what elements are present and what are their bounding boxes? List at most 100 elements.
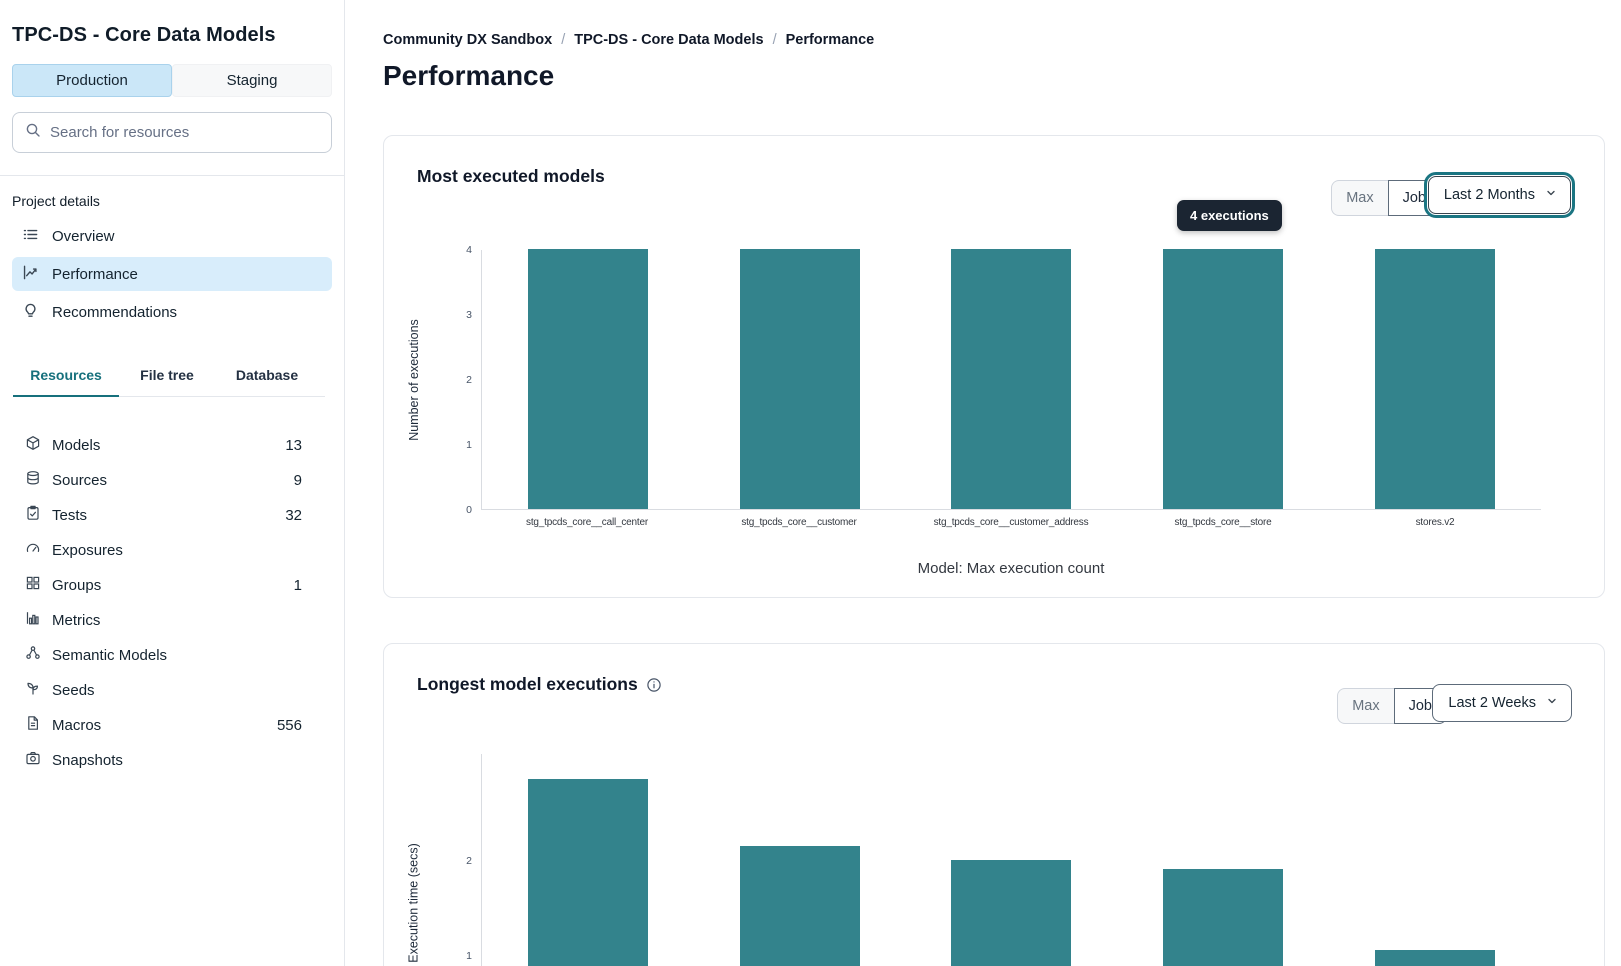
max-button-label: Max <box>1352 698 1380 714</box>
y-axis-tick: 1 <box>466 439 472 451</box>
tab-resources[interactable]: Resources <box>13 367 119 397</box>
y-axis-ticks: 0 1 2 3 4 <box>384 244 472 516</box>
max-button-label: Max <box>1346 190 1374 206</box>
breadcrumb-account[interactable]: Community DX Sandbox <box>383 32 553 48</box>
tab-staging-label: Staging <box>226 72 278 89</box>
line-chart-icon <box>22 264 39 285</box>
y-axis-tick: 4 <box>466 244 472 256</box>
resource-item-tests[interactable]: Tests 32 <box>25 498 302 533</box>
lightbulb-icon <box>22 302 39 323</box>
bar[interactable] <box>739 846 860 966</box>
bar[interactable] <box>739 249 860 509</box>
resource-label: Semantic Models <box>52 647 168 664</box>
page-title: Performance <box>383 60 555 91</box>
network-icon <box>25 645 41 666</box>
breadcrumb-current: Performance <box>785 32 875 48</box>
sidebar-item-label: Performance <box>52 265 138 283</box>
chart-plot-area <box>481 754 1541 966</box>
bar[interactable] <box>527 249 648 509</box>
resource-label: Metrics <box>52 612 101 629</box>
chart-plot-area <box>481 249 1541 510</box>
date-range-dropdown[interactable]: Last 2 Weeks <box>1432 684 1572 722</box>
resource-item-sources[interactable]: Sources 9 <box>25 463 302 498</box>
resource-item-groups[interactable]: Groups 1 <box>25 568 302 603</box>
tab-database[interactable]: Database <box>215 367 319 396</box>
bar-slot <box>482 754 694 966</box>
bar-slot <box>906 249 1118 509</box>
y-axis-tick: 1 <box>466 950 472 962</box>
sidebar-divider <box>0 175 344 176</box>
sidebar-item-overview[interactable]: Overview <box>12 219 332 253</box>
breadcrumb-project[interactable]: TPC-DS - Core Data Models <box>574 32 764 48</box>
resource-item-exposures[interactable]: Exposures <box>25 533 302 568</box>
bar[interactable] <box>951 860 1072 966</box>
tab-production[interactable]: Production <box>12 64 172 97</box>
resource-label: Seeds <box>52 682 95 699</box>
resource-label: Sources <box>52 472 108 489</box>
resource-item-metrics[interactable]: Metrics <box>25 603 302 638</box>
longest-model-executions-card: Longest model executions Max Job Last 2 … <box>383 643 1605 966</box>
y-axis-tick: 2 <box>466 374 472 386</box>
bar[interactable] <box>1375 249 1496 509</box>
tab-staging[interactable]: Staging <box>172 64 332 97</box>
sidebar-item-performance[interactable]: Performance <box>12 257 332 291</box>
resource-count: 1 <box>293 577 302 594</box>
bar-slot <box>1117 249 1329 509</box>
resource-item-snapshots[interactable]: Snapshots <box>25 743 302 778</box>
bar-series <box>482 249 1541 509</box>
resource-item-semantic-models[interactable]: Semantic Models <box>25 638 302 673</box>
bar[interactable] <box>1163 869 1284 966</box>
chevron-down-icon <box>1545 187 1557 203</box>
resource-label: Snapshots <box>52 752 123 769</box>
sidebar-item-recommendations[interactable]: Recommendations <box>12 295 332 329</box>
search-input[interactable] <box>50 124 319 141</box>
bar[interactable] <box>951 249 1072 509</box>
x-axis-labels: stg_tpcds_core__call_center stg_tpcds_cor… <box>481 517 1541 528</box>
resource-search[interactable] <box>12 112 332 153</box>
resource-item-macros[interactable]: Macros 556 <box>25 708 302 743</box>
date-range-value: Last 2 Months <box>1443 187 1535 203</box>
database-icon <box>25 470 41 491</box>
most-executed-models-card: Most executed models Max Job Last 2 Mont… <box>383 135 1605 598</box>
max-job-toggle: Max Job <box>1337 688 1447 724</box>
x-axis-label: stg_tpcds_core__store <box>1174 517 1272 528</box>
bar[interactable] <box>1375 950 1496 966</box>
bar[interactable] <box>527 779 648 966</box>
project-nav: Overview Performance Recommendations <box>12 219 332 329</box>
info-icon[interactable] <box>646 677 662 693</box>
date-range-focus-ring: Last 2 Months <box>1423 172 1575 218</box>
tab-resources-label: Resources <box>30 367 102 383</box>
y-axis-tick: 3 <box>466 309 472 321</box>
document-icon <box>25 715 41 736</box>
chart-title: Most executed models <box>417 166 605 187</box>
resource-item-models[interactable]: Models 13 <box>25 428 302 463</box>
breadcrumb-separator: / <box>772 32 777 48</box>
sidebar-item-label: Recommendations <box>52 303 178 321</box>
max-button[interactable]: Max <box>1337 688 1394 724</box>
bar[interactable] <box>1163 249 1284 509</box>
resource-count: 556 <box>276 717 302 734</box>
chevron-down-icon <box>1546 695 1558 711</box>
tab-database-label: Database <box>235 367 299 383</box>
tab-file-tree[interactable]: File tree <box>119 367 215 396</box>
date-range-dropdown[interactable]: Last 2 Months <box>1427 176 1571 214</box>
bar-slot <box>694 249 906 509</box>
resource-item-seeds[interactable]: Seeds <box>25 673 302 708</box>
chart-tooltip: 4 executions <box>1177 200 1282 231</box>
resource-list: Models 13 Sources 9 Tests 32 Exposures G… <box>25 428 302 778</box>
bar-slot <box>482 249 694 509</box>
y-axis-tick: 2 <box>466 855 472 867</box>
tab-production-label: Production <box>56 72 128 89</box>
project-title: TPC-DS - Core Data Models <box>12 24 276 46</box>
bar-slot <box>1329 249 1541 509</box>
job-button-label: Job <box>1408 698 1432 714</box>
x-axis-label: stg_tpcds_core__customer <box>741 517 857 528</box>
max-button[interactable]: Max <box>1331 180 1388 216</box>
breadcrumb: Community DX Sandbox / TPC-DS - Core Dat… <box>383 32 1605 48</box>
bar-chart-icon <box>25 610 41 631</box>
job-button-label: Job <box>1402 190 1426 206</box>
sidebar: TPC-DS - Core Data Models Production Sta… <box>0 0 345 966</box>
chart-title-text: Longest model executions <box>417 674 638 694</box>
